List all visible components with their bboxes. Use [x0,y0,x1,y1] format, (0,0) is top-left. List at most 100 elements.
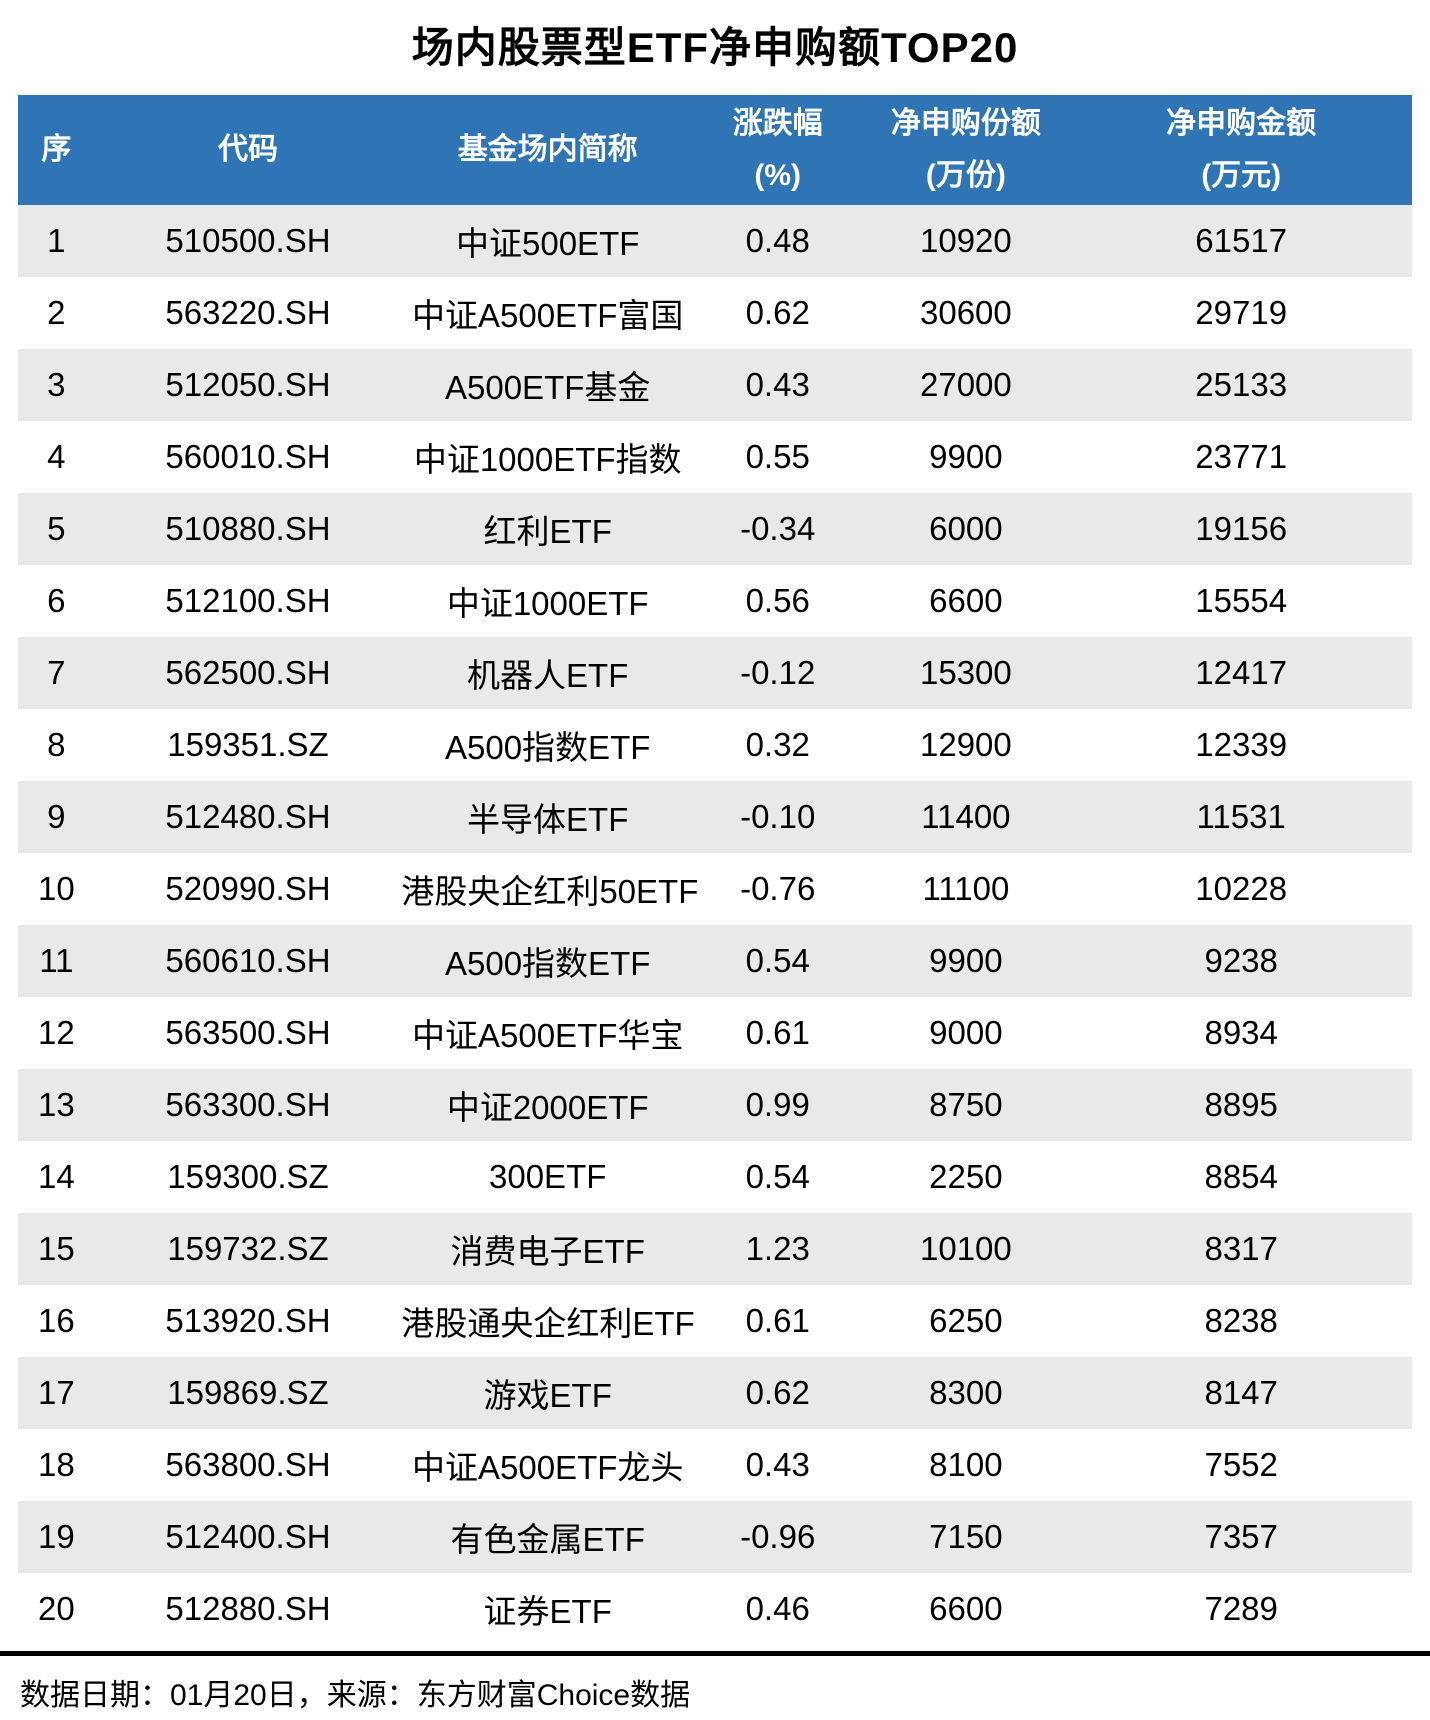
cell-net-shares: 9000 [929,1014,1003,1051]
cell-code: 512880.SH [165,1590,331,1627]
table-row: 5 510880.SH 红利ETF -0.34 6000 19156 [18,493,1412,565]
cell-net-shares: 6000 [929,510,1003,547]
cell-change-pct: -0.96 [740,1518,816,1555]
table-row: 17 159869.SZ 游戏ETF 0.62 8300 8147 [18,1357,1412,1429]
cell-net-shares: 6600 [929,582,1003,619]
cell-name: 中证A500ETF龙头 [411,1449,684,1486]
cell-net-shares: 27000 [919,366,1012,403]
table-row: 9 512480.SH 半导体ETF -0.10 11400 11531 [18,781,1412,853]
cell-change-pct: 0.43 [745,366,810,403]
table-row: 19 512400.SH 有色金属ETF -0.96 7150 7357 [18,1501,1412,1573]
cell-net-shares: 6600 [929,1590,1003,1627]
cell-net-shares: 11100 [922,870,1010,907]
cell-rank: 13 [37,1086,75,1123]
cell-name: 中证A500ETF华宝 [411,1017,684,1054]
cell-code: 513920.SH [165,1302,331,1339]
cell-rank: 12 [37,1014,75,1051]
header-cell-change-pct: 涨跌幅 (%) [694,98,861,203]
cell-net-shares: 10920 [919,222,1012,259]
table-header: 序 代码 基金场内简称 涨跌幅 (%) 净申购份额 (万份) 净申购金额 (万元) [18,95,1412,205]
cell-net-amount: 61517 [1195,222,1288,259]
cell-name: 港股通央企红利ETF [401,1305,695,1342]
cell-rank: 17 [37,1374,75,1411]
cell-net-amount: 10228 [1195,870,1288,907]
cell-name: 红利ETF [483,513,612,550]
table-row: 7 562500.SH 机器人ETF -0.12 15300 12417 [18,637,1412,709]
footer-divider [0,1651,1430,1656]
cell-change-pct: -0.76 [740,870,816,907]
cell-net-shares: 7150 [929,1518,1003,1555]
cell-net-amount: 7357 [1204,1518,1278,1555]
cell-name: 中证1000ETF指数 [413,441,682,478]
cell-rank: 6 [47,582,66,619]
cell-rank: 2 [47,294,66,331]
cell-name: A500ETF基金 [444,369,651,406]
cell-change-pct: 0.32 [745,726,810,763]
header-cell-code: 代码 [95,124,402,177]
cell-change-pct: 0.43 [745,1446,810,1483]
cell-net-amount: 9238 [1204,942,1278,979]
table-row: 4 560010.SH 中证1000ETF指数 0.55 9900 23771 [18,421,1412,493]
cell-rank: 20 [37,1590,75,1627]
table-row: 18 563800.SH 中证A500ETF龙头 0.43 8100 7552 [18,1429,1412,1501]
cell-change-pct: 0.48 [745,222,810,259]
cell-net-shares: 6250 [929,1302,1003,1339]
cell-code: 563300.SH [165,1086,331,1123]
cell-net-shares: 15300 [919,654,1012,691]
header-label: 序 [41,132,72,166]
cell-rank: 16 [37,1302,75,1339]
cell-name: 中证A500ETF富国 [411,297,684,334]
cell-code: 510500.SH [165,222,331,259]
cell-change-pct: -0.34 [740,510,816,547]
table-row: 14 159300.SZ 300ETF 0.54 2250 8854 [18,1141,1412,1213]
cell-net-amount: 29719 [1195,294,1288,331]
cell-change-pct: 0.56 [745,582,810,619]
cell-net-amount: 7289 [1204,1590,1278,1627]
cell-net-amount: 8854 [1204,1158,1278,1195]
cell-net-amount: 8934 [1204,1014,1278,1051]
table-body: 1 510500.SH 中证500ETF 0.48 10920 61517 2 563220.… [18,205,1412,1645]
cell-name: 中证2000ETF [446,1089,649,1126]
cell-net-shares: 10100 [919,1230,1012,1267]
table-row: 20 512880.SH 证券ETF 0.46 6600 7289 [18,1573,1412,1645]
cell-rank: 1 [47,222,66,259]
cell-rank: 10 [37,870,75,907]
cell-name: 港股央企红利50ETF [401,873,699,910]
cell-rank: 9 [47,798,66,835]
table-row: 12 563500.SH 中证A500ETF华宝 0.61 9000 8934 [18,997,1412,1069]
cell-net-shares: 12900 [919,726,1012,763]
cell-code: 560010.SH [165,438,331,475]
cell-code: 159869.SZ [167,1374,329,1411]
cell-change-pct: -0.12 [740,654,816,691]
header-cell-rank: 序 [18,124,95,177]
header-cell-net-shares: 净申购份额 (万份) [861,98,1070,203]
header-label: 涨跌幅 [732,106,823,140]
cell-code: 510880.SH [165,510,331,547]
cell-change-pct: 1.23 [745,1230,810,1267]
cell-net-amount: 12417 [1195,654,1288,691]
cell-net-shares: 30600 [919,294,1012,331]
cell-change-pct: 0.99 [745,1086,810,1123]
cell-net-shares: 8300 [929,1374,1003,1411]
etf-table: 序代码 基金场内简称 涨跌幅 (%) 净申购份额 (万份) 净申购金额 (万元) 1 51050… [18,95,1412,1645]
cell-code: 563220.SH [165,294,331,331]
cell-change-pct: 0.62 [745,294,810,331]
cell-change-pct: 0.54 [745,942,810,979]
table-row: 3 512050.SH A500ETF基金 0.43 27000 25133 [18,349,1412,421]
cell-code: 560610.SH [165,942,331,979]
cell-net-amount: 7552 [1204,1446,1278,1483]
cell-net-amount: 15554 [1195,582,1288,619]
cell-code: 520990.SH [165,870,331,907]
cell-rank: 4 [47,438,66,475]
cell-net-shares: 11400 [921,798,1011,835]
cell-net-amount: 8895 [1204,1086,1278,1123]
cell-rank: 8 [47,726,66,763]
header-unit-label: (万元) [1201,159,1282,192]
header-label: 净申购份额 [890,106,1041,140]
cell-name: 游戏ETF [483,1377,612,1414]
cell-name: 机器人ETF [467,657,629,694]
table-row: 15 159732.SZ 消费电子ETF 1.23 10100 8317 [18,1213,1412,1285]
cell-change-pct: 0.61 [745,1302,810,1339]
cell-net-shares: 2250 [929,1158,1003,1195]
